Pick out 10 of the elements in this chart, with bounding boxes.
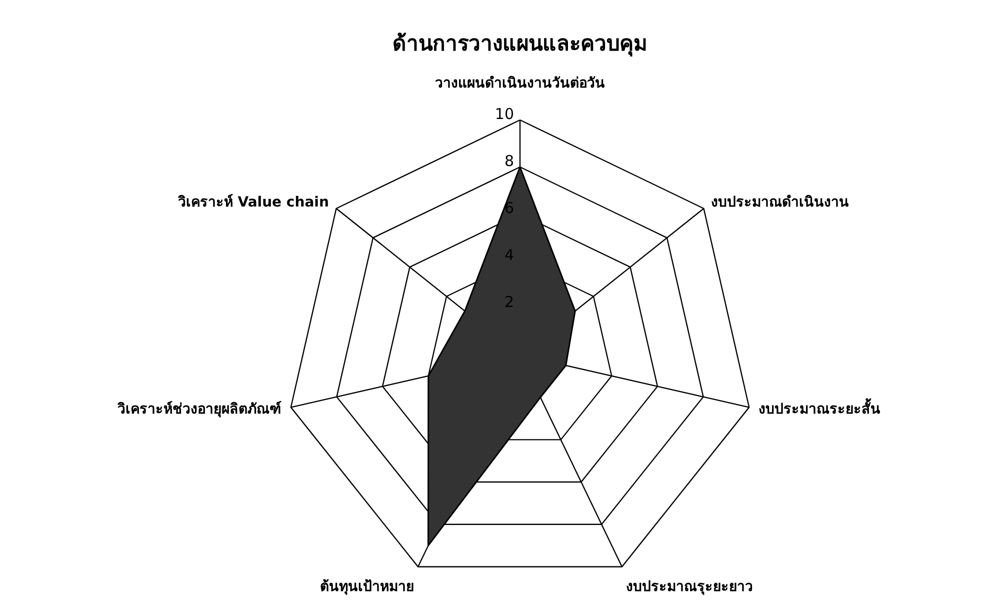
spoke-label: งบประมาณรุะยะยาว — [626, 578, 754, 595]
chart-title: ด้านการวางแผนและควบคุม — [392, 32, 648, 58]
spoke-label: วิเคราะห์ Value chain — [176, 194, 329, 211]
spoke-label: วิเคราะห์ช่วงอายุผลิตภัณฑ์ — [116, 400, 282, 418]
spoke-label: ต้นทุนเป้าหมาย — [320, 578, 414, 595]
spoke-label: งบประมาณระยะสั้น — [758, 397, 880, 418]
y-tick-label: 10 — [494, 105, 514, 123]
y-tick-label: 8 — [504, 152, 514, 170]
spoke-label: งบประมาณดำเนินงาน — [711, 194, 850, 211]
spoke-label: วางแผนดำเนินงานวันต่อวัน — [435, 76, 605, 92]
